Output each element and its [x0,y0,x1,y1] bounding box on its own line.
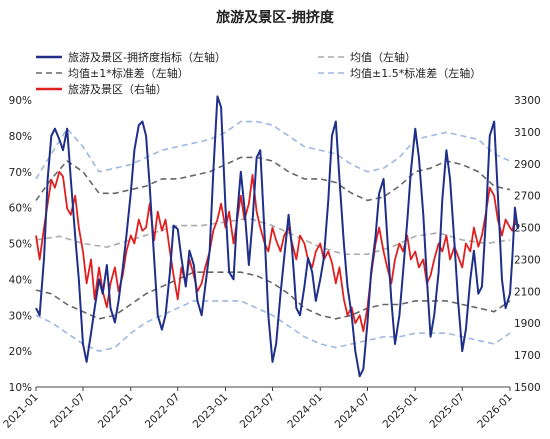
x-tick-label: 2024-07 [333,391,373,431]
y-left-tick-label: 40% [9,274,32,286]
y-right-tick-label: 3100 [514,127,541,139]
legend-item-1-5std: 均值±1.5*标准差（左轴） [318,66,481,80]
legend-item-1std: 均值±1*标准差（左轴） [36,66,189,80]
x-tick-label: 2021-01 [1,391,41,431]
y-right-tick-label: 1700 [514,350,541,362]
series-mean [35,217,511,256]
legend-item-congestion-index: 旅游及景区-拥挤度指标（左轴） [36,50,226,64]
y-left-tick-label: 60% [9,203,32,215]
legend-item-mean: 均值（左轴） [318,50,416,64]
legend-label-1-5std: 均值±1.5*标准差（左轴） [350,66,481,80]
y-right-tick-label: 2700 [514,191,541,203]
legend-item-tourism: 旅游及景区（右轴） [36,82,167,96]
y-right-tick-label: 2900 [514,159,541,171]
series-1-5std-lower [35,300,511,352]
series-tourism [35,170,519,333]
y-right-tick-label: 1500 [514,382,541,394]
x-tick-label: 2022-01 [96,391,136,431]
x-tick-label: 2021-07 [48,391,88,431]
y-right-tick-label: 3300 [514,95,541,107]
y-right-tick-label: 1900 [514,318,541,330]
legend: 旅游及景区-拥挤度指标（左轴） 均值（左轴） 均值±1*标准差（左轴） 均值±1… [36,50,481,96]
chart-title: 旅游及景区-拥挤度 [216,9,335,26]
series-congestion-index [35,95,519,378]
x-tick-label: 2026-01 [475,391,515,431]
y-left-tick-label: 30% [9,310,32,322]
y-right-tick-label: 2500 [514,223,541,235]
x-tick-label: 2023-01 [191,391,231,431]
legend-label-1std: 均值±1*标准差（左轴） [68,66,189,80]
series-layer [35,95,519,378]
x-tick-label: 2024-01 [285,391,325,431]
x-tick-label: 2023-07 [238,391,278,431]
y-right-tick-label: 2300 [514,254,541,266]
legend-label-tourism: 旅游及景区（右轴） [68,82,167,96]
series-1std-upper [35,156,511,202]
y-left-tick-label: 70% [9,167,32,179]
x-tick-label: 2025-01 [380,391,420,431]
x-tick-label: 2025-07 [427,391,467,431]
y-right-tick-label: 2100 [514,286,541,298]
y-left-tick-label: 90% [9,95,32,107]
legend-label-congestion-index: 旅游及景区-拥挤度指标（左轴） [68,50,226,64]
y-left-tick-label: 80% [9,131,32,143]
y-left-tick-label: 20% [9,346,32,358]
y-left-tick-label: 50% [9,239,32,251]
y-left-tick-label: 10% [9,382,32,394]
series-1-5std-upper [35,120,511,180]
legend-label-mean: 均值（左轴） [350,50,416,64]
x-tick-label: 2022-07 [143,391,183,431]
